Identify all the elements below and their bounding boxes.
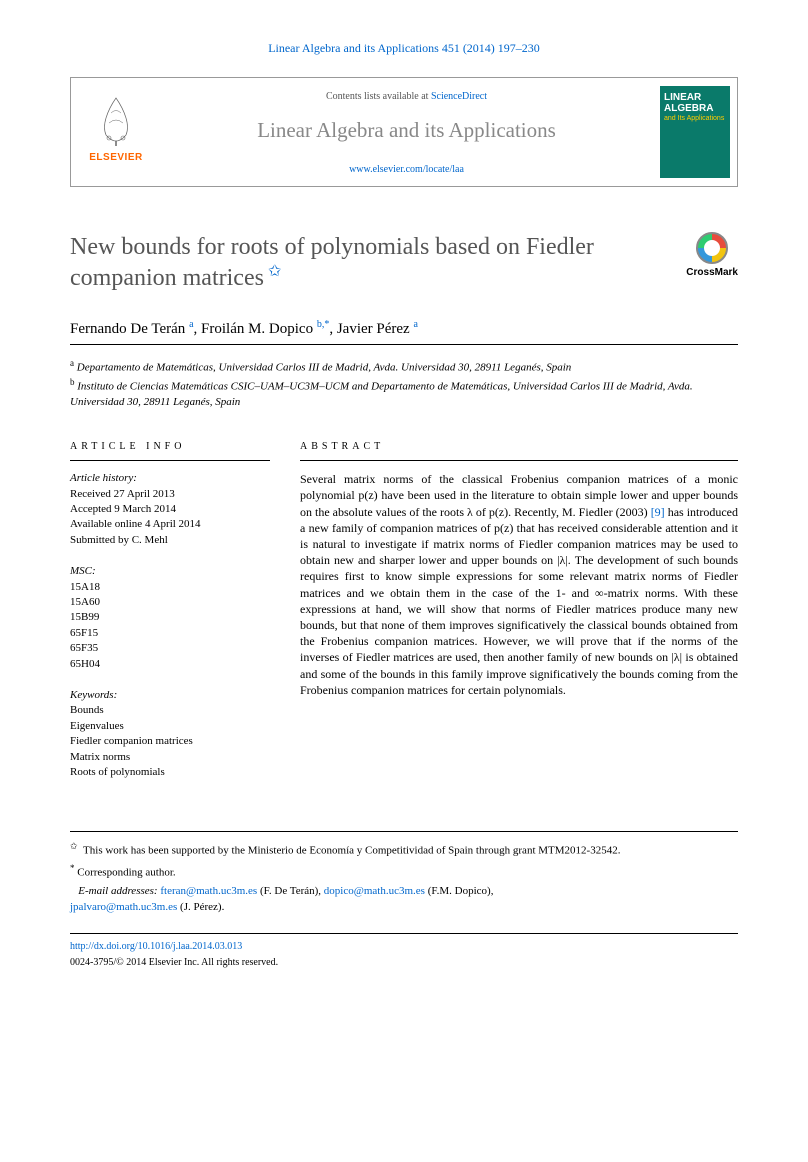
contents-line: Contents lists available at ScienceDirec… (171, 90, 642, 104)
accepted-date: Accepted 9 March 2014 (70, 502, 270, 517)
submitted-by: Submitted by C. Mehl (70, 533, 270, 548)
journal-homepage: www.elsevier.com/locate/laa (171, 163, 642, 177)
journal-header-box: ELSEVIER Contents lists available at Sci… (70, 77, 738, 187)
abstract-part2: has introduced a new family of companion… (300, 505, 738, 697)
msc-label: MSC: (70, 564, 270, 579)
corresponding-footnote: * Corresponding author. (70, 862, 738, 881)
msc-item: 65F35 (70, 641, 270, 656)
affiliations: a Departamento de Matemáticas, Universid… (70, 357, 738, 410)
author-2: Froilán M. Dopico b,* (201, 321, 329, 337)
funding-footnote: ✩ This work has been supported by the Mi… (70, 840, 738, 859)
cover-title-main: LINEAR ALGEBRA (664, 92, 726, 114)
email-who-1: (F. De Terán) (260, 885, 318, 897)
citation-header: Linear Algebra and its Applications 451 … (70, 40, 738, 57)
journal-cover: LINEAR ALGEBRA and Its Applications (660, 86, 730, 178)
email-link-3[interactable]: jpalvaro@math.uc3m.es (70, 901, 177, 913)
online-date: Available online 4 April 2014 (70, 517, 270, 532)
msc-item: 65H04 (70, 657, 270, 672)
keywords-list: Bounds Eigenvalues Fiedler companion mat… (70, 703, 270, 780)
affiliation-a: a Departamento de Matemáticas, Universid… (70, 357, 738, 376)
msc-item: 15A60 (70, 595, 270, 610)
msc-item: 65F15 (70, 626, 270, 641)
article-info-column: article info Article history: Received 2… (70, 440, 270, 796)
bottom-info: http://dx.doi.org/10.1016/j.laa.2014.03.… (70, 933, 738, 970)
crossmark-icon (696, 232, 728, 264)
abstract-column: abstract Several matrix norms of the cla… (300, 440, 738, 796)
journal-name: Linear Algebra and its Applications (171, 116, 642, 145)
email-who-3: (J. Pérez) (180, 901, 222, 913)
keywords-label: Keywords: (70, 688, 270, 703)
received-date: Received 27 April 2013 (70, 487, 270, 502)
crossmark-badge[interactable]: CrossMark (686, 232, 738, 280)
keywords-block: Keywords: Bounds Eigenvalues Fiedler com… (70, 688, 270, 780)
abstract-text: Several matrix norms of the classical Fr… (300, 471, 738, 698)
keyword-item: Fiedler companion matrices (70, 734, 270, 749)
email-link-1[interactable]: fteran@math.uc3m.es (160, 885, 257, 897)
msc-list: 15A18 15A60 15B99 65F15 65F35 65H04 (70, 580, 270, 672)
keyword-item: Eigenvalues (70, 719, 270, 734)
emails-footnote: E-mail addresses: fteran@math.uc3m.es (F… (70, 884, 738, 915)
msc-item: 15B99 (70, 610, 270, 625)
affiliation-b: b Instituto de Ciencias Matemáticas CSIC… (70, 376, 738, 410)
msc-item: 15A18 (70, 580, 270, 595)
copyright-line: 0024-3795/© 2014 Elsevier Inc. All right… (70, 956, 738, 970)
keyword-item: Roots of polynomials (70, 765, 270, 780)
ref-9-link[interactable]: [9] (651, 505, 665, 519)
citation-link[interactable]: Linear Algebra and its Applications 451 … (268, 41, 540, 55)
article-info-heading: article info (70, 440, 270, 461)
keyword-item: Bounds (70, 703, 270, 718)
elsevier-tree-icon (91, 93, 141, 148)
abstract-heading: abstract (300, 440, 738, 461)
keyword-item: Matrix norms (70, 750, 270, 765)
msc-block: MSC: 15A18 15A60 15B99 65F15 65F35 65H04 (70, 564, 270, 672)
header-middle: Contents lists available at ScienceDirec… (161, 78, 652, 186)
publisher-cell: ELSEVIER (71, 78, 161, 186)
title-footnote-mark: ✩ (264, 263, 281, 280)
cover-cell: LINEAR ALGEBRA and Its Applications (652, 78, 737, 186)
email-link-2[interactable]: dopico@math.uc3m.es (324, 885, 425, 897)
paper-title: New bounds for roots of polynomials base… (70, 232, 666, 293)
email-who-2: (F.M. Dopico) (428, 885, 491, 897)
sciencedirect-link[interactable]: ScienceDirect (431, 91, 487, 102)
authors-line: Fernando De Terán a, Froilán M. Dopico b… (70, 318, 738, 345)
author-1: Fernando De Terán a (70, 321, 194, 337)
history-label: Article history: (70, 471, 270, 486)
article-history: Article history: Received 27 April 2013 … (70, 471, 270, 548)
author-3: Javier Pérez a (337, 321, 418, 337)
footnotes: ✩ This work has been supported by the Mi… (70, 831, 738, 915)
cover-title-sub: and Its Applications (664, 115, 726, 123)
contents-prefix: Contents lists available at (326, 91, 431, 102)
email-label: E-mail addresses: (78, 885, 157, 897)
publisher-name: ELSEVIER (79, 151, 153, 165)
crossmark-label: CrossMark (686, 266, 738, 280)
journal-url-link[interactable]: www.elsevier.com/locate/laa (349, 164, 464, 175)
doi-link[interactable]: http://dx.doi.org/10.1016/j.laa.2014.03.… (70, 941, 242, 952)
title-text: New bounds for roots of polynomials base… (70, 234, 594, 291)
